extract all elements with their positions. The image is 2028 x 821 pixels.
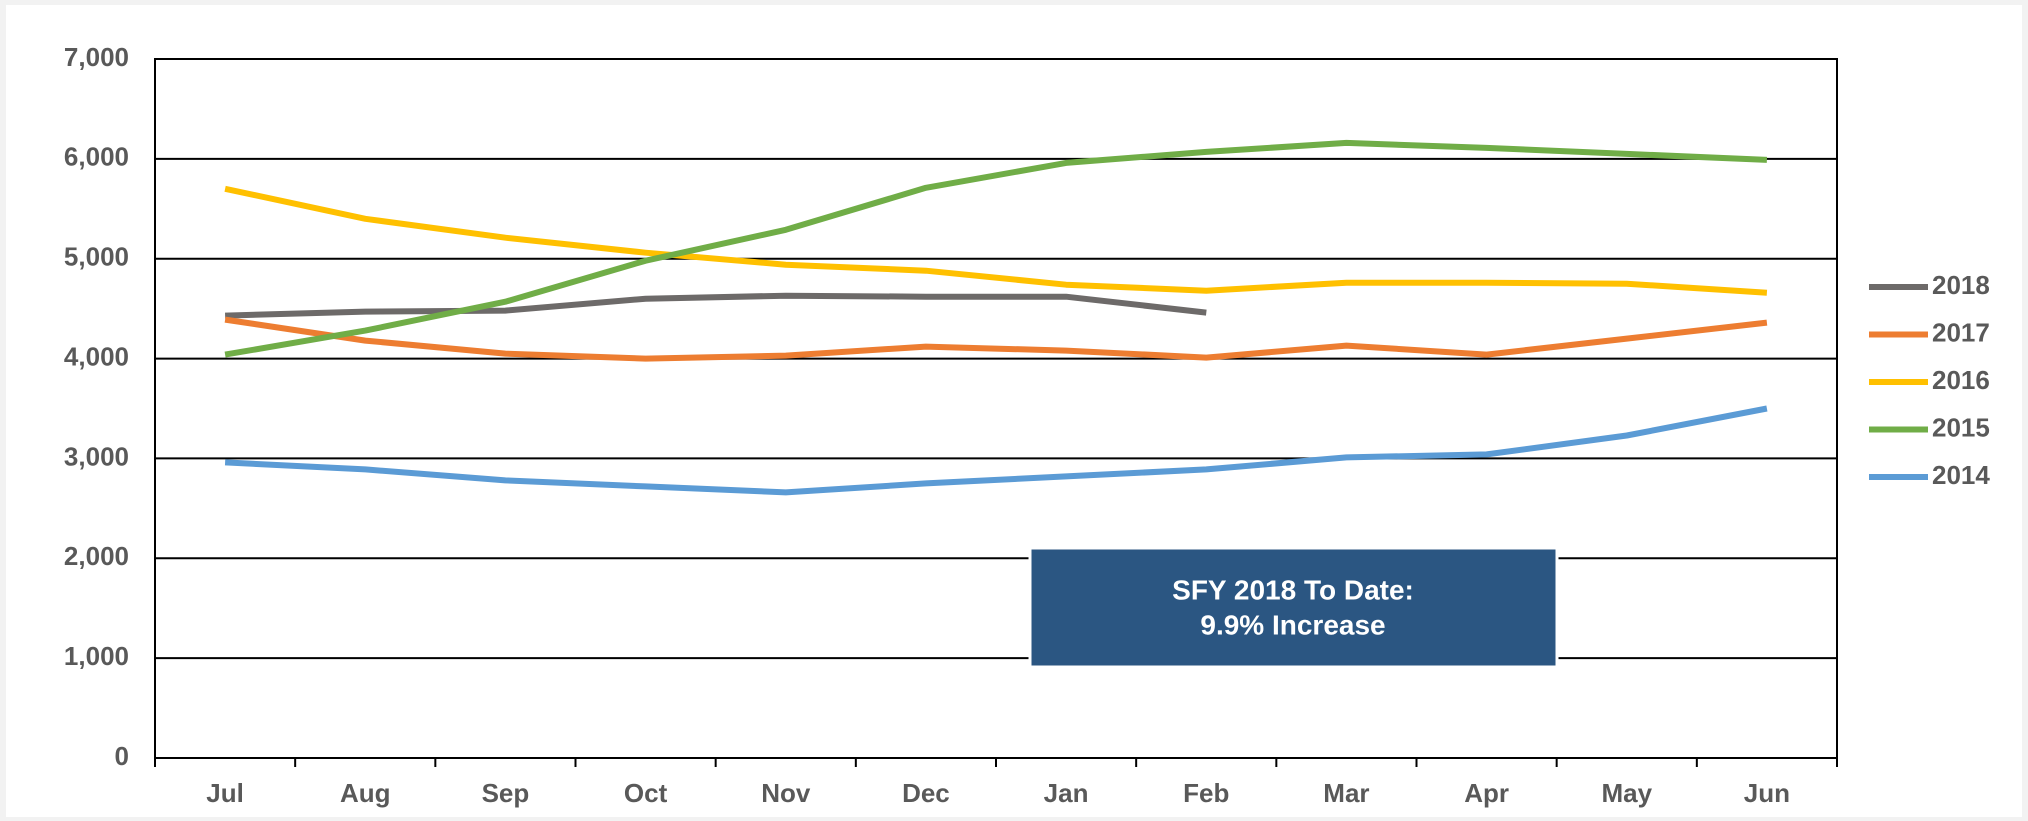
x-tick-label: Nov [761, 778, 811, 808]
x-tick-label: Apr [1464, 778, 1509, 808]
line-series [224, 316, 1768, 362]
legend-label: 2016 [1932, 365, 1990, 395]
x-tick-label: Mar [1323, 778, 1369, 808]
x-tick-label: Oct [624, 778, 668, 808]
chart-background [6, 5, 2022, 817]
annotation-box [1028, 546, 1559, 669]
legend-label: 2018 [1932, 270, 1990, 300]
y-tick-label: 3,000 [64, 441, 129, 471]
x-tick-label: Jul [206, 778, 244, 808]
x-tick-label: May [1601, 778, 1652, 808]
y-tick-label: 4,000 [64, 341, 129, 371]
line-series [224, 139, 1768, 358]
x-tick-label: Sep [482, 778, 530, 808]
y-tick-label: 7,000 [64, 42, 129, 72]
x-tick-label: Jun [1744, 778, 1790, 808]
y-tick-label: 2,000 [64, 541, 129, 571]
x-tick-label: Feb [1183, 778, 1229, 808]
line-series [224, 185, 1768, 296]
y-tick-label: 0 [115, 741, 129, 771]
line-series [224, 405, 1768, 496]
annotation-text: 9.9% Increase [1200, 609, 1385, 640]
legend-label: 2017 [1932, 317, 1990, 347]
y-tick-label: 1,000 [64, 641, 129, 671]
legend-label: 2014 [1932, 460, 1990, 490]
legend-label: 2015 [1932, 412, 1990, 442]
x-tick-label: Dec [902, 778, 950, 808]
y-tick-label: 5,000 [64, 242, 129, 272]
x-tick-label: Jan [1044, 778, 1089, 808]
x-tick-label: Aug [340, 778, 391, 808]
y-tick-label: 6,000 [64, 142, 129, 172]
line-series [225, 292, 1207, 319]
annotation-text: SFY 2018 To Date: [1172, 574, 1414, 605]
